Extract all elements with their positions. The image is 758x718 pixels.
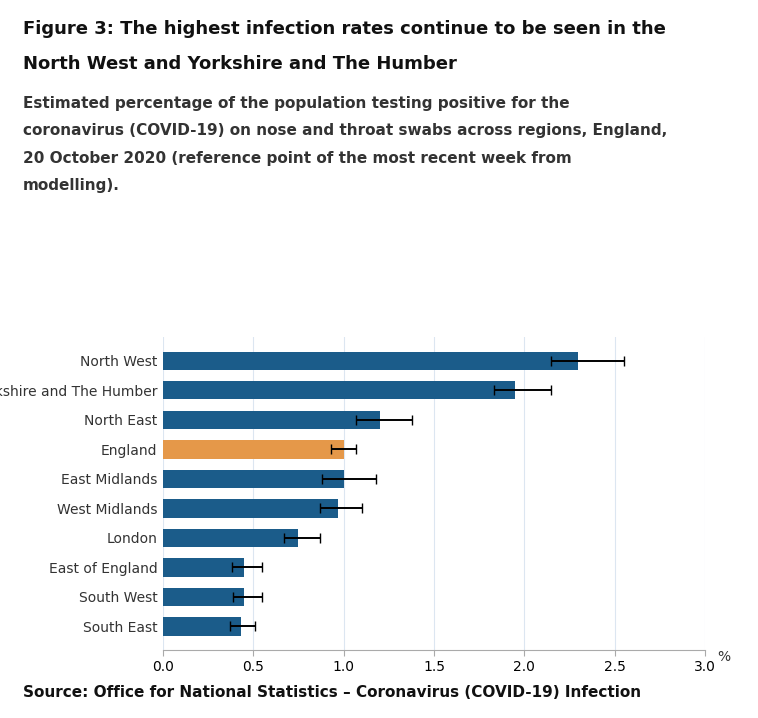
Text: %: % [718, 650, 731, 664]
Text: Source: Office for National Statistics – Coronavirus (COVID-19) Infection: Source: Office for National Statistics –… [23, 685, 641, 700]
Bar [163, 411, 380, 429]
Text: modelling).: modelling). [23, 178, 120, 193]
Text: 20 October 2020 (reference point of the most recent week from: 20 October 2020 (reference point of the … [23, 151, 572, 166]
Bar [163, 617, 240, 635]
Bar [163, 528, 299, 547]
Text: Figure 3: The highest infection rates continue to be seen in the: Figure 3: The highest infection rates co… [23, 20, 666, 38]
Bar [163, 381, 515, 399]
Bar [163, 440, 343, 459]
Bar [163, 470, 343, 488]
Bar [163, 352, 578, 370]
Text: North West and Yorkshire and The Humber: North West and Yorkshire and The Humber [23, 55, 456, 73]
Text: Estimated percentage of the population testing positive for the: Estimated percentage of the population t… [23, 96, 569, 111]
Bar [163, 559, 244, 577]
Bar [163, 499, 338, 518]
Bar [163, 588, 244, 606]
Text: coronavirus (COVID-19) on nose and throat swabs across regions, England,: coronavirus (COVID-19) on nose and throa… [23, 123, 667, 139]
